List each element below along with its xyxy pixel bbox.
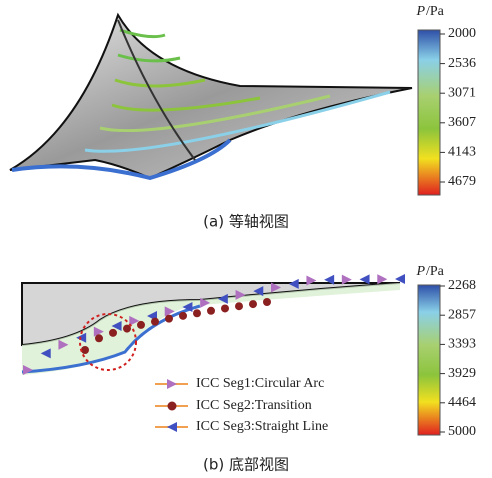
colorbar-tick-label: 3393 (448, 337, 476, 352)
marker (179, 312, 187, 320)
marker (193, 309, 201, 317)
marker (207, 307, 215, 315)
figure: P /Pa 200025363071360741434679 (a) 等轴视图 … (0, 0, 492, 478)
marker (95, 334, 103, 342)
colorbar-tick-label: 2000 (448, 26, 476, 41)
legend-label: ICC Seg2:Transition (196, 398, 312, 413)
marker (235, 302, 243, 310)
colorbar (418, 285, 440, 435)
caption: (a) 等轴视图 (203, 213, 289, 231)
bottom-view (22, 274, 405, 375)
colorbar-tick-label: 5000 (448, 424, 476, 439)
colorbar-tick-label: 4464 (448, 395, 476, 410)
colorbar-tick-label: 4143 (448, 145, 476, 160)
legend: ICC Seg1:Circular Arc ICC Seg2:Transitio… (155, 376, 328, 434)
legend-label: ICC Seg3:Straight Line (196, 419, 328, 434)
colorbar-symbol: P (415, 4, 425, 19)
colorbar-tick-label: 2536 (448, 56, 476, 71)
isometric-view (10, 15, 412, 178)
caption: (b) 底部视图 (203, 456, 289, 474)
marker (165, 315, 173, 323)
marker (137, 321, 145, 329)
marker (221, 304, 229, 312)
colorbar-ticks: 2000 2536 3071 3607 4143 4679 (440, 26, 476, 189)
colorbar-ticks: 2268 2857 3393 3929 4464 5000 (440, 278, 476, 439)
marker (109, 329, 117, 337)
colorbar-tick-label: 2268 (448, 278, 476, 293)
colorbar-unit: /Pa (426, 264, 445, 279)
colorbar-symbol: P (415, 264, 425, 279)
colorbar-tick-label: 3607 (448, 115, 476, 130)
colorbar-tick-label: 2857 (448, 307, 476, 322)
marker (151, 318, 159, 326)
colorbar-unit: /Pa (426, 4, 445, 19)
colorbar (418, 30, 440, 195)
colorbar-tick-label: 3071 (448, 85, 476, 100)
marker (249, 300, 257, 308)
marker (263, 298, 271, 306)
legend-label: ICC Seg1:Circular Arc (196, 376, 324, 391)
colorbar-tick-label: 3929 (448, 366, 476, 381)
colorbar-tick-label: 4679 (448, 174, 476, 189)
